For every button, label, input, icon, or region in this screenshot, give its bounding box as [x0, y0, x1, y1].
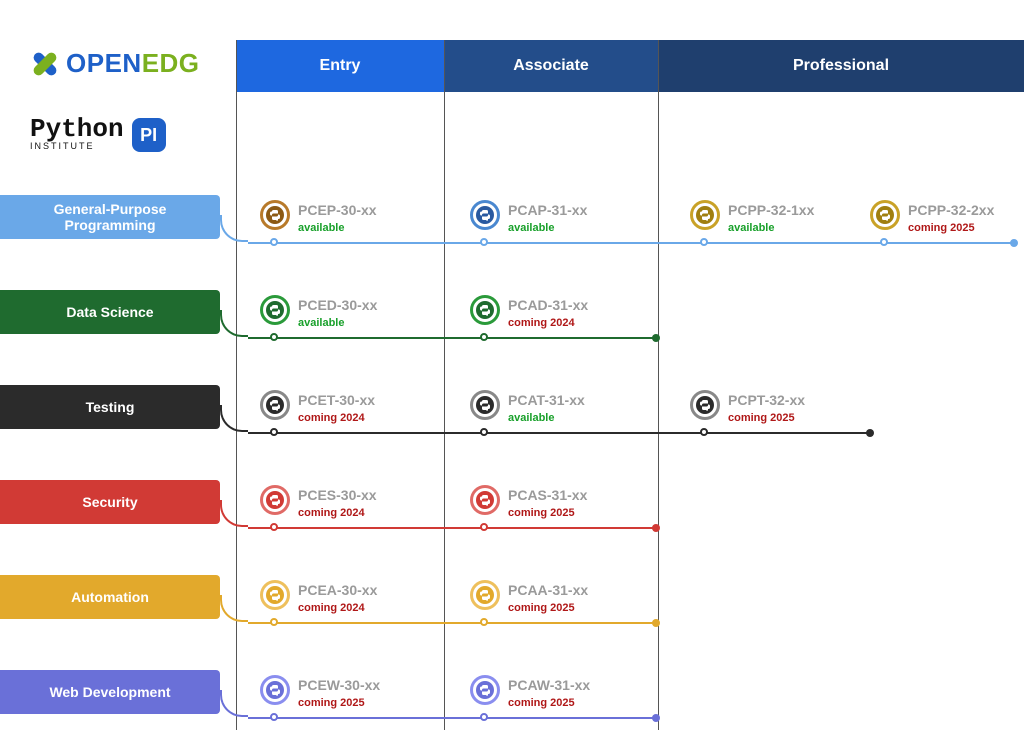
cert-status: coming 2025 [298, 697, 365, 709]
cert-code: PCEP-30-xx [298, 202, 377, 218]
cert-code: PCEA-30-xx [298, 582, 377, 598]
cert-code: PCAP-31-xx [508, 202, 587, 218]
track-node [480, 618, 488, 626]
track-node [270, 238, 278, 246]
track-node [700, 428, 708, 436]
track-endcap [866, 429, 874, 437]
cert-status: available [298, 317, 344, 329]
track-node [700, 238, 708, 246]
cert-code: PCED-30-xx [298, 297, 377, 313]
track-endcap [652, 619, 660, 627]
cert-code: PCAA-31-xx [508, 582, 588, 598]
category-auto: Automation [0, 575, 220, 619]
pi-python-text: Python [30, 114, 124, 144]
openedg-logo: OPENEDG [30, 48, 200, 79]
openedg-x-icon [30, 49, 60, 79]
pi-badge-icon: PI [132, 118, 166, 152]
cert-status: coming 2025 [508, 602, 575, 614]
cert-badge-icon [470, 295, 500, 325]
cert-badge-icon [260, 390, 290, 420]
cert-badge-icon [870, 200, 900, 230]
cert-badge-icon [260, 200, 290, 230]
cert-badge-icon [470, 485, 500, 515]
cert-code: PCAS-31-xx [508, 487, 587, 503]
cert-status: coming 2024 [508, 317, 575, 329]
cert-code: PCES-30-xx [298, 487, 377, 503]
track-line [248, 432, 870, 434]
cert-badge-icon [470, 390, 500, 420]
track-line [248, 717, 656, 719]
cert-code: PCAD-31-xx [508, 297, 588, 313]
track-node [480, 523, 488, 531]
column-divider [236, 40, 237, 730]
cert-badge-icon [260, 295, 290, 325]
track-curve [220, 690, 248, 717]
track-node [270, 428, 278, 436]
cert-status: coming 2024 [298, 412, 365, 424]
cert-code: PCPP-32-1xx [728, 202, 814, 218]
cert-badge-icon [260, 580, 290, 610]
cert-code: PCET-30-xx [298, 392, 375, 408]
category-test: Testing [0, 385, 220, 429]
column-header-entry: Entry [236, 40, 444, 92]
track-curve [220, 500, 248, 527]
track-curve [220, 405, 248, 432]
cert-status: coming 2025 [728, 412, 795, 424]
track-node [270, 618, 278, 626]
track-endcap [652, 714, 660, 722]
track-node [880, 238, 888, 246]
column-header-associate: Associate [444, 40, 658, 92]
column-divider [444, 40, 445, 730]
column-header-professional: Professional [658, 40, 1024, 92]
category-ds: Data Science [0, 290, 220, 334]
cert-code: PCPT-32-xx [728, 392, 805, 408]
cert-status: available [298, 222, 344, 234]
track-endcap [1010, 239, 1018, 247]
track-node [270, 523, 278, 531]
track-node [480, 713, 488, 721]
cert-status: coming 2024 [298, 602, 365, 614]
category-web: Web Development [0, 670, 220, 714]
cert-status: coming 2025 [508, 697, 575, 709]
cert-badge-icon [470, 200, 500, 230]
cert-badge-icon [690, 200, 720, 230]
track-curve [220, 310, 248, 337]
cert-code: PCAT-31-xx [508, 392, 585, 408]
track-line [248, 622, 656, 624]
category-sec: Security [0, 480, 220, 524]
track-node [270, 333, 278, 341]
certification-roadmap-chart: OPENEDG Python INSTITUTE PI EntryAssocia… [0, 0, 1024, 750]
track-endcap [652, 524, 660, 532]
cert-code: PCAW-31-xx [508, 677, 590, 693]
track-node [480, 238, 488, 246]
track-node [270, 713, 278, 721]
track-curve [220, 215, 248, 242]
openedg-open-text: OPEN [66, 48, 142, 79]
cert-status: coming 2025 [508, 507, 575, 519]
cert-code: PCEW-30-xx [298, 677, 380, 693]
cert-badge-icon [260, 675, 290, 705]
openedg-edg-text: EDG [142, 48, 200, 79]
track-line [248, 242, 1014, 244]
category-gpp: General-Purpose Programming [0, 195, 220, 239]
cert-status: available [508, 412, 554, 424]
cert-badge-icon [260, 485, 290, 515]
cert-status: available [728, 222, 774, 234]
column-divider [658, 40, 659, 730]
cert-badge-icon [690, 390, 720, 420]
cert-status: available [508, 222, 554, 234]
cert-badge-icon [470, 580, 500, 610]
cert-status: coming 2024 [298, 507, 365, 519]
track-endcap [652, 334, 660, 342]
cert-status: coming 2025 [908, 222, 975, 234]
track-line [248, 527, 656, 529]
track-curve [220, 595, 248, 622]
python-institute-logo: Python INSTITUTE PI [30, 118, 166, 152]
cert-badge-icon [470, 675, 500, 705]
cert-code: PCPP-32-2xx [908, 202, 994, 218]
track-line [248, 337, 656, 339]
track-node [480, 333, 488, 341]
track-node [480, 428, 488, 436]
